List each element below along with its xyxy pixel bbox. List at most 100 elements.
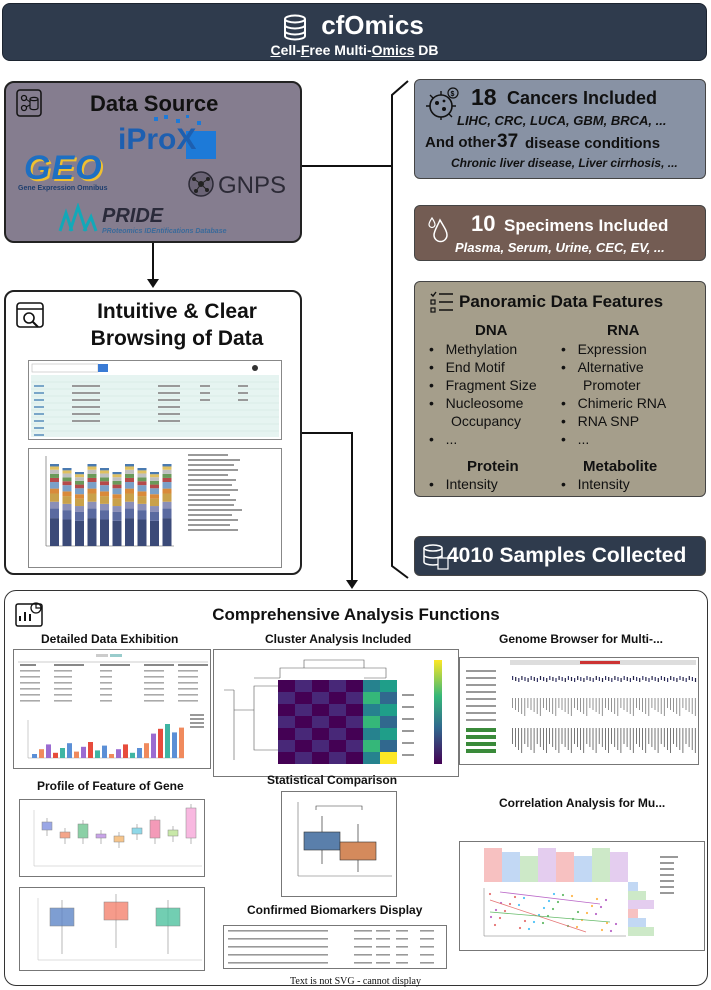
scatter-point xyxy=(570,894,574,898)
table-cell xyxy=(54,682,72,684)
stack-segment xyxy=(125,501,134,509)
stack-segment xyxy=(137,519,147,546)
list-item: • Methylation xyxy=(429,341,518,357)
stack-segment xyxy=(75,480,84,485)
table-cell xyxy=(376,954,390,956)
rna-header: RNA xyxy=(607,322,640,339)
list-item: • Alternative xyxy=(561,359,644,375)
table-cell xyxy=(20,682,40,684)
track-mark xyxy=(651,728,653,747)
table-cell xyxy=(54,688,72,690)
track-mark xyxy=(564,678,566,682)
scatter-point xyxy=(518,926,522,930)
track-mark xyxy=(561,728,563,744)
track-mark xyxy=(667,728,668,750)
table-cell xyxy=(20,676,40,678)
specimens-label: Specimens Included xyxy=(504,216,669,235)
bar xyxy=(32,754,37,758)
stack-segment xyxy=(150,472,159,475)
heat-cell xyxy=(363,740,380,752)
table-cell xyxy=(178,688,198,690)
track-mark xyxy=(685,678,687,682)
heat-cell xyxy=(363,716,380,728)
track-mark xyxy=(549,728,550,744)
scatter-point xyxy=(556,900,560,904)
track-mark xyxy=(598,698,600,714)
hist-bar xyxy=(628,918,646,927)
track-mark xyxy=(605,728,606,750)
list-item: • RNA SNP xyxy=(561,413,640,429)
stack-segment xyxy=(87,466,97,470)
scatter-point xyxy=(527,927,531,931)
table-cell xyxy=(100,682,112,684)
stack-segment xyxy=(62,491,72,497)
biomarkers-title: Confirmed Biomarkers Display xyxy=(247,903,423,917)
track-mark xyxy=(620,698,622,708)
heat-cell xyxy=(278,752,295,764)
dna-header: DNA xyxy=(475,322,508,339)
table-cell xyxy=(54,700,72,702)
stack-segment xyxy=(150,488,159,495)
app-subtitle: Cell-Free Multi-Omics DB xyxy=(270,42,439,58)
track-mark xyxy=(623,698,625,710)
table-cell xyxy=(20,688,40,690)
stack-segment xyxy=(137,510,147,520)
profile-title: Profile of Feature of Gene xyxy=(37,779,184,793)
table-cell xyxy=(100,676,112,678)
track-mark xyxy=(648,698,650,716)
scatter-point xyxy=(489,915,493,919)
stack-segment xyxy=(87,469,97,474)
track-mark xyxy=(663,728,665,747)
track-mark xyxy=(552,698,554,714)
track-label xyxy=(466,719,496,721)
stack-segment xyxy=(162,482,172,489)
profile-boxplot2-thumbnail xyxy=(19,887,205,971)
features-panel: Panoramic Data Features DNA • Methylatio… xyxy=(414,281,706,497)
stack-segment xyxy=(137,491,147,497)
table-cell xyxy=(178,682,198,684)
track-mark xyxy=(620,678,622,682)
other-count: 37 xyxy=(497,131,519,152)
samples-label: 4010 Samples Collected xyxy=(447,544,687,567)
list-item: • Expression xyxy=(561,341,647,357)
stack-segment xyxy=(75,472,84,475)
specimens-list: Plasma, Serum, Urine, CEC, EV, ... xyxy=(455,240,665,255)
heat-cell xyxy=(380,728,397,740)
data-source-panel: Data Source iProX GEO Gene Expression Om… xyxy=(4,81,302,243)
track-mark xyxy=(645,698,647,714)
hist-bar xyxy=(628,927,654,936)
box xyxy=(149,819,161,839)
track-mark xyxy=(623,728,625,744)
bar xyxy=(67,743,72,758)
bar xyxy=(116,749,121,758)
table-cell xyxy=(228,930,328,932)
stack-segment xyxy=(162,508,172,519)
heat-cell xyxy=(278,704,295,716)
table-cell xyxy=(354,930,372,932)
track-mark xyxy=(539,698,541,716)
table-cell xyxy=(376,930,390,932)
track-mark xyxy=(682,677,684,681)
track-mark xyxy=(645,728,647,753)
track-mark xyxy=(552,677,554,681)
scatter-point xyxy=(532,920,536,924)
track-mark xyxy=(685,728,687,744)
table-cell xyxy=(354,962,372,964)
stack-segment xyxy=(100,481,109,486)
data-source-title: Data Source xyxy=(90,91,219,116)
track-mark xyxy=(673,698,674,712)
stack-segment xyxy=(50,508,59,519)
table-cell xyxy=(144,682,164,684)
table-cell xyxy=(178,694,198,696)
track-mark xyxy=(558,698,560,708)
track-mark xyxy=(536,698,538,714)
stack-segment xyxy=(162,493,172,502)
heat-cell xyxy=(346,692,363,704)
heat-cell xyxy=(295,740,312,752)
stack-segment xyxy=(112,480,122,485)
stack-segment xyxy=(87,501,97,509)
track-mark xyxy=(629,698,631,714)
track-mark xyxy=(629,728,631,750)
track-mark xyxy=(660,676,662,680)
